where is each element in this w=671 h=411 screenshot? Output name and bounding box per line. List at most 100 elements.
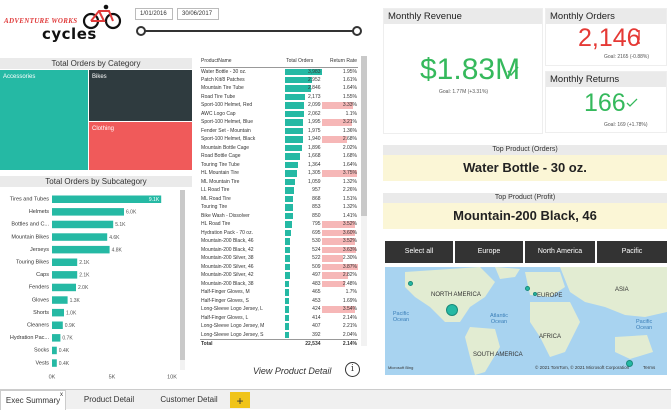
table-row[interactable]: Long-Sleeve Logo Jersey, M 407 2.21% xyxy=(200,322,358,331)
table-row[interactable]: Sport-100 Helmet, Blue 1,995 3.21% xyxy=(200,118,358,127)
table-row[interactable]: Mountain-200 Silver, 46 509 3.87% xyxy=(200,263,358,272)
return-rate-cell: 1.36% xyxy=(322,127,358,136)
table-row[interactable]: Road Tire Tube 2,173 1.55% xyxy=(200,93,358,102)
product-name-cell: Mountain-200 Black, 38 xyxy=(201,280,254,287)
total-orders-bar xyxy=(285,110,304,117)
table-row[interactable]: Half-Finger Gloves, S 453 1.69% xyxy=(200,297,358,306)
subcategory-bar[interactable] xyxy=(52,220,114,229)
table-row[interactable]: Mountain-200 Silver, 42 497 2.82% xyxy=(200,271,358,280)
table-row[interactable]: Fender Set - Mountain 1,975 1.36% xyxy=(200,127,358,136)
product-table-header-row: ProductName Total Orders Return Rate xyxy=(200,56,358,68)
table-row[interactable]: Mountain Tire Tube 2,846 1.64% xyxy=(200,84,358,93)
table-row[interactable]: Mountain Bottle Cage 1,896 2.02% xyxy=(200,144,358,153)
treemap-tile-accessories[interactable]: Accessories xyxy=(0,70,88,170)
total-orders-value: 424 xyxy=(312,306,321,313)
table-row[interactable]: Mountain-200 Silver, 38 522 2.30% xyxy=(200,254,358,263)
subcategory-bar[interactable] xyxy=(52,283,76,292)
table-row[interactable]: Half-Finger Gloves, L 414 2.14% xyxy=(200,314,358,323)
date-slider-end-handle[interactable] xyxy=(352,26,362,36)
product-name-cell: Sport-100 Helmet, Black xyxy=(201,136,256,143)
subcategory-bar[interactable] xyxy=(52,296,68,304)
table-row[interactable]: HL Road Tire 795 3.52% xyxy=(200,220,358,229)
total-orders-cell: 2,952 xyxy=(285,76,321,85)
return-rate-value: 2.30% xyxy=(342,255,357,262)
product-name-cell: ML Road Tire xyxy=(201,195,231,202)
table-row[interactable]: Patch Kit/8 Patches 2,952 1.61% xyxy=(200,76,358,85)
subcategory-bar[interactable] xyxy=(52,258,78,267)
return-rate-bar xyxy=(321,102,353,109)
add-tab-button[interactable]: + xyxy=(230,392,250,408)
subcategory-bar[interactable] xyxy=(52,321,63,330)
table-row[interactable]: Road Bottle Cage 1,668 1.68% xyxy=(200,152,358,161)
product-table-scroll-thumb[interactable] xyxy=(361,56,367,216)
return-rate-value: 1.64% xyxy=(342,161,357,168)
return-rate-value: 3.33% xyxy=(342,102,357,109)
subcategory-scrollbar[interactable] xyxy=(180,190,185,370)
subcategory-bar[interactable] xyxy=(52,346,57,355)
product-name-cell: Road Tire Tube xyxy=(201,93,236,100)
table-row[interactable]: Long-Sleeve Logo Jersey, S 392 2.04% xyxy=(200,331,358,340)
table-row[interactable]: Water Bottle - 30 oz. 3,983 1.95% xyxy=(200,67,358,76)
subcategory-bar[interactable] xyxy=(52,245,110,254)
tab-exec-summary[interactable]: Exec Summary x xyxy=(0,390,66,410)
return-rate-cell: 2.21% xyxy=(322,322,358,331)
region-select-all[interactable]: Select all xyxy=(385,241,453,263)
table-row[interactable]: Touring Tire 853 1.32% xyxy=(200,203,358,212)
treemap-tile-clothing[interactable]: Clothing xyxy=(89,122,192,170)
start-date-input[interactable]: 1/01/2016 xyxy=(135,8,173,20)
table-row[interactable]: Mountain-200 Black, 38 483 2.48% xyxy=(200,280,358,289)
table-row[interactable]: HL Mountain Tire 1,305 3.75% xyxy=(200,169,358,178)
treemap-tile-bikes[interactable]: Bikes xyxy=(89,70,192,121)
table-row[interactable]: Bike Wash - Dissolver 850 1.41% xyxy=(200,212,358,221)
table-row[interactable]: ML Mountain Tire 1,059 1.32% xyxy=(200,178,358,187)
map-terms-link[interactable]: Terms xyxy=(643,365,656,370)
region-pacific[interactable]: Pacific xyxy=(597,241,667,263)
date-slider-start-handle[interactable] xyxy=(136,26,146,36)
table-row[interactable]: ML Road Tire 868 1.51% xyxy=(200,195,358,204)
sales-map[interactable]: NORTH AMERICA EUROPE ASIA Pacific Ocean … xyxy=(385,267,667,375)
return-rate-cell: 1.32% xyxy=(322,203,358,212)
table-row[interactable]: Sport-100 Helmet, Black 1,940 2.68% xyxy=(200,135,358,144)
table-row[interactable]: Hydration Pack - 70 oz. 695 3.60% xyxy=(200,229,358,238)
table-row[interactable]: Mountain-200 Black, 46 530 3.52% xyxy=(200,237,358,246)
col-header-total-orders[interactable]: Total Orders xyxy=(285,56,322,68)
return-rate-cell: 2.04% xyxy=(322,331,358,340)
close-icon[interactable]: x xyxy=(60,392,63,398)
tab-customer-detail[interactable]: Customer Detail xyxy=(160,395,218,404)
table-row[interactable]: Half-Finger Gloves, M 465 1.7% xyxy=(200,288,358,297)
col-header-productname[interactable]: ProductName xyxy=(200,56,286,68)
return-rate-cell: 3.33% xyxy=(321,101,358,110)
subcategory-bar[interactable] xyxy=(52,233,108,241)
monthly-orders-goal: Goal: 2165 (-0.88%) xyxy=(604,54,650,60)
product-table-grid: ProductName Total Orders Return Rate Wat… xyxy=(200,56,358,348)
map-bubble-uk[interactable] xyxy=(525,286,530,291)
region-north-america[interactable]: North America xyxy=(525,241,595,263)
subcategory-bar[interactable] xyxy=(52,359,57,367)
table-row[interactable]: Sport-100 Helmet, Red 2,099 3.33% xyxy=(200,101,358,110)
tab-product-detail[interactable]: Product Detail xyxy=(83,395,135,404)
subcategory-scroll-thumb[interactable] xyxy=(180,190,185,360)
return-rate-bar xyxy=(321,246,356,253)
subcategory-bar[interactable] xyxy=(52,334,61,342)
product-table-scrollbar[interactable] xyxy=(361,56,367,346)
map-bubble-us-west[interactable] xyxy=(408,281,413,286)
subcategory-bar[interactable] xyxy=(52,208,124,216)
table-row[interactable]: AWC Logo Cap 2,062 1.1% xyxy=(200,110,358,119)
date-slider-track[interactable] xyxy=(140,30,355,32)
table-row[interactable]: Touring Tire Tube 1,364 1.64% xyxy=(200,161,358,170)
subcategory-bar[interactable] xyxy=(52,308,64,317)
map-bubble-us-east[interactable] xyxy=(446,304,458,316)
col-header-return-rate[interactable]: Return Rate xyxy=(321,56,358,68)
table-row[interactable]: LL Road Tire 957 2.26% xyxy=(200,186,358,195)
map-bubble-australia[interactable] xyxy=(626,360,633,367)
map-bubble-germany[interactable] xyxy=(533,292,537,296)
end-date-input[interactable]: 30/06/2017 xyxy=(177,8,219,20)
subcategory-bar[interactable] xyxy=(52,195,162,204)
table-row[interactable]: Long-Sleeve Logo Jersey, L 424 3.54% xyxy=(200,305,358,314)
region-europe[interactable]: Europe xyxy=(455,241,523,263)
info-icon[interactable]: i xyxy=(345,362,360,377)
table-row[interactable]: Mountain-200 Black, 42 524 3.63% xyxy=(200,246,358,255)
view-product-detail-button[interactable]: View Product Detail xyxy=(253,366,332,376)
subcategory-bar[interactable] xyxy=(52,271,78,279)
subcategory-label: Gloves xyxy=(32,297,49,303)
